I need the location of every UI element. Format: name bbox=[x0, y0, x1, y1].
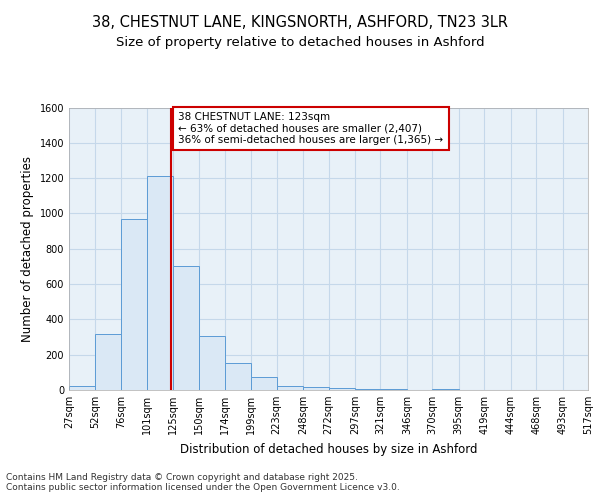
Text: 38 CHESTNUT LANE: 123sqm
← 63% of detached houses are smaller (2,407)
36% of sem: 38 CHESTNUT LANE: 123sqm ← 63% of detach… bbox=[178, 112, 443, 145]
Text: Size of property relative to detached houses in Ashford: Size of property relative to detached ho… bbox=[116, 36, 484, 49]
Bar bbox=[355, 389, 380, 390]
Bar bbox=[199, 336, 224, 390]
Bar bbox=[173, 266, 199, 390]
Bar bbox=[380, 389, 407, 390]
Bar bbox=[121, 218, 148, 390]
Bar bbox=[329, 388, 355, 390]
Bar bbox=[69, 386, 95, 390]
Bar bbox=[95, 334, 121, 390]
Text: 38, CHESTNUT LANE, KINGSNORTH, ASHFORD, TN23 3LR: 38, CHESTNUT LANE, KINGSNORTH, ASHFORD, … bbox=[92, 15, 508, 30]
Bar bbox=[303, 388, 329, 390]
X-axis label: Distribution of detached houses by size in Ashford: Distribution of detached houses by size … bbox=[180, 442, 477, 456]
Bar bbox=[148, 176, 173, 390]
Bar bbox=[251, 377, 277, 390]
Bar bbox=[588, 388, 600, 390]
Bar bbox=[432, 389, 459, 390]
Bar bbox=[277, 386, 303, 390]
Text: Contains HM Land Registry data © Crown copyright and database right 2025.
Contai: Contains HM Land Registry data © Crown c… bbox=[6, 473, 400, 492]
Y-axis label: Number of detached properties: Number of detached properties bbox=[21, 156, 34, 342]
Bar bbox=[224, 362, 251, 390]
